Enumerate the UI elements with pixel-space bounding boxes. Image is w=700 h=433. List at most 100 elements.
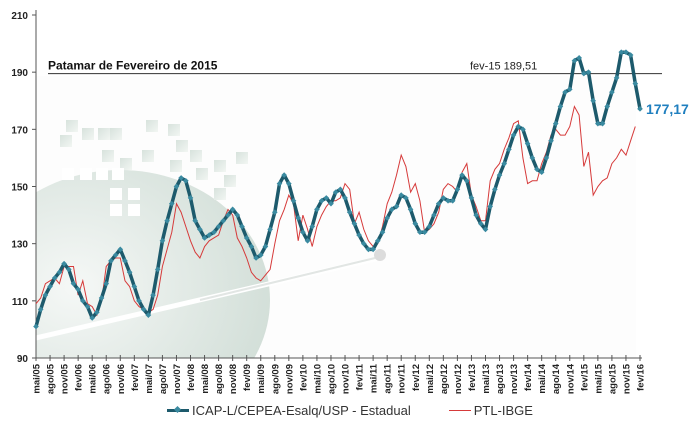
icap-point (482, 226, 489, 233)
background-square (214, 160, 226, 172)
icap-point (84, 303, 91, 310)
icap-point (524, 140, 531, 147)
icap-point (267, 226, 273, 233)
background-square (66, 120, 78, 132)
x-tick-label: fev/11 (355, 363, 366, 390)
icap-point (534, 166, 540, 173)
background-square (128, 188, 140, 200)
background-square (110, 128, 122, 140)
icap-point (122, 257, 128, 264)
icap-point (492, 186, 498, 193)
icap-point (337, 186, 344, 193)
icap-point (412, 220, 419, 227)
icap-point (632, 80, 639, 87)
icap-point (566, 86, 573, 93)
x-tick-label: nov/13 (509, 364, 520, 394)
icap-point (234, 212, 241, 218)
icap-point (393, 203, 400, 210)
icap-point (173, 183, 180, 190)
icap-point (61, 260, 67, 267)
icap-point (435, 200, 442, 207)
x-tick-label: ago/13 (495, 364, 506, 394)
x-tick-label: fev/15 (579, 363, 590, 391)
icap-point (98, 295, 105, 301)
icap-point (403, 195, 409, 201)
icap-point (304, 237, 311, 244)
icap-point (407, 206, 414, 213)
x-tick-label: mai/09 (256, 364, 267, 394)
background-square (196, 168, 208, 180)
icap-point (248, 243, 255, 250)
icap-point (140, 306, 147, 313)
icap-point (468, 195, 475, 201)
x-tick-label: mai/07 (144, 364, 155, 394)
background-square (120, 158, 132, 170)
x-tick-label: nov/05 (60, 363, 71, 394)
icap-point (164, 217, 170, 224)
y-tick-label: 110 (12, 297, 29, 308)
icap-point (220, 217, 227, 224)
background-square (236, 152, 248, 164)
background-decoration (36, 76, 636, 358)
icap-point (286, 180, 292, 187)
icap-point (94, 309, 100, 316)
icap-point (136, 298, 142, 304)
x-tick-label: nov/06 (116, 364, 127, 394)
x-tick-label: mai/06 (88, 364, 99, 394)
background-square (110, 204, 122, 216)
background-square (190, 150, 202, 162)
icap-point (379, 229, 386, 236)
icap-point (585, 69, 592, 75)
legend-swatch-ptl (448, 410, 471, 411)
icap-point (187, 195, 194, 201)
x-tick-label: mai/11 (369, 363, 380, 393)
icap-point (557, 103, 564, 110)
x-tick-label: ago/11 (383, 363, 394, 393)
icap-point (417, 229, 423, 236)
x-tick-label: fev/12 (411, 364, 422, 391)
icap-point (599, 120, 606, 127)
icap-point (276, 180, 283, 187)
icap-point (65, 266, 72, 273)
icap-point (613, 75, 620, 81)
icap-point (445, 197, 451, 204)
x-tick-label: fev/14 (523, 363, 534, 391)
icap-point (103, 280, 110, 287)
icap-point (595, 120, 601, 127)
icap-point (473, 212, 479, 218)
x-tick-label: fev/06 (74, 364, 85, 391)
icap-point (108, 257, 114, 264)
legend-item-ptl[interactable]: PTL-IBGE (448, 403, 533, 418)
x-tick-label: fev/09 (242, 364, 253, 391)
x-tick-label: fev/16 (636, 364, 647, 391)
background-square (112, 168, 124, 180)
icap-point (426, 223, 433, 230)
icap-point (552, 120, 559, 127)
icap-point (314, 206, 320, 213)
icap-point (342, 195, 348, 201)
icap-point (365, 246, 372, 253)
x-tick-label: nov/08 (228, 364, 239, 394)
x-tick-label: mai/12 (425, 364, 436, 394)
icap-point (398, 192, 405, 198)
icap-point (192, 217, 199, 224)
ptl-ibge-line (35, 105, 636, 317)
legend-swatch-icap (167, 409, 190, 412)
icap-point (323, 195, 330, 201)
icap-point (211, 229, 217, 236)
legend-item-icap[interactable]: ICAP-L/CEPEA-Esalq/USP - Estadual (167, 403, 411, 418)
icap-point (243, 235, 250, 241)
x-tick-label: ago/09 (270, 364, 281, 394)
icap-point (290, 197, 297, 204)
x-tick-label: nov/09 (284, 364, 295, 394)
background-square (146, 120, 158, 132)
y-tick-label: 190 (11, 68, 28, 79)
x-tick-label: fev/08 (186, 364, 197, 391)
x-tick-label: nov/14 (565, 363, 576, 394)
icap-point (351, 220, 358, 227)
icap-point (239, 223, 245, 230)
x-tick-label: nov/15 (621, 363, 632, 394)
x-tick-label: nov/11 (397, 363, 408, 393)
